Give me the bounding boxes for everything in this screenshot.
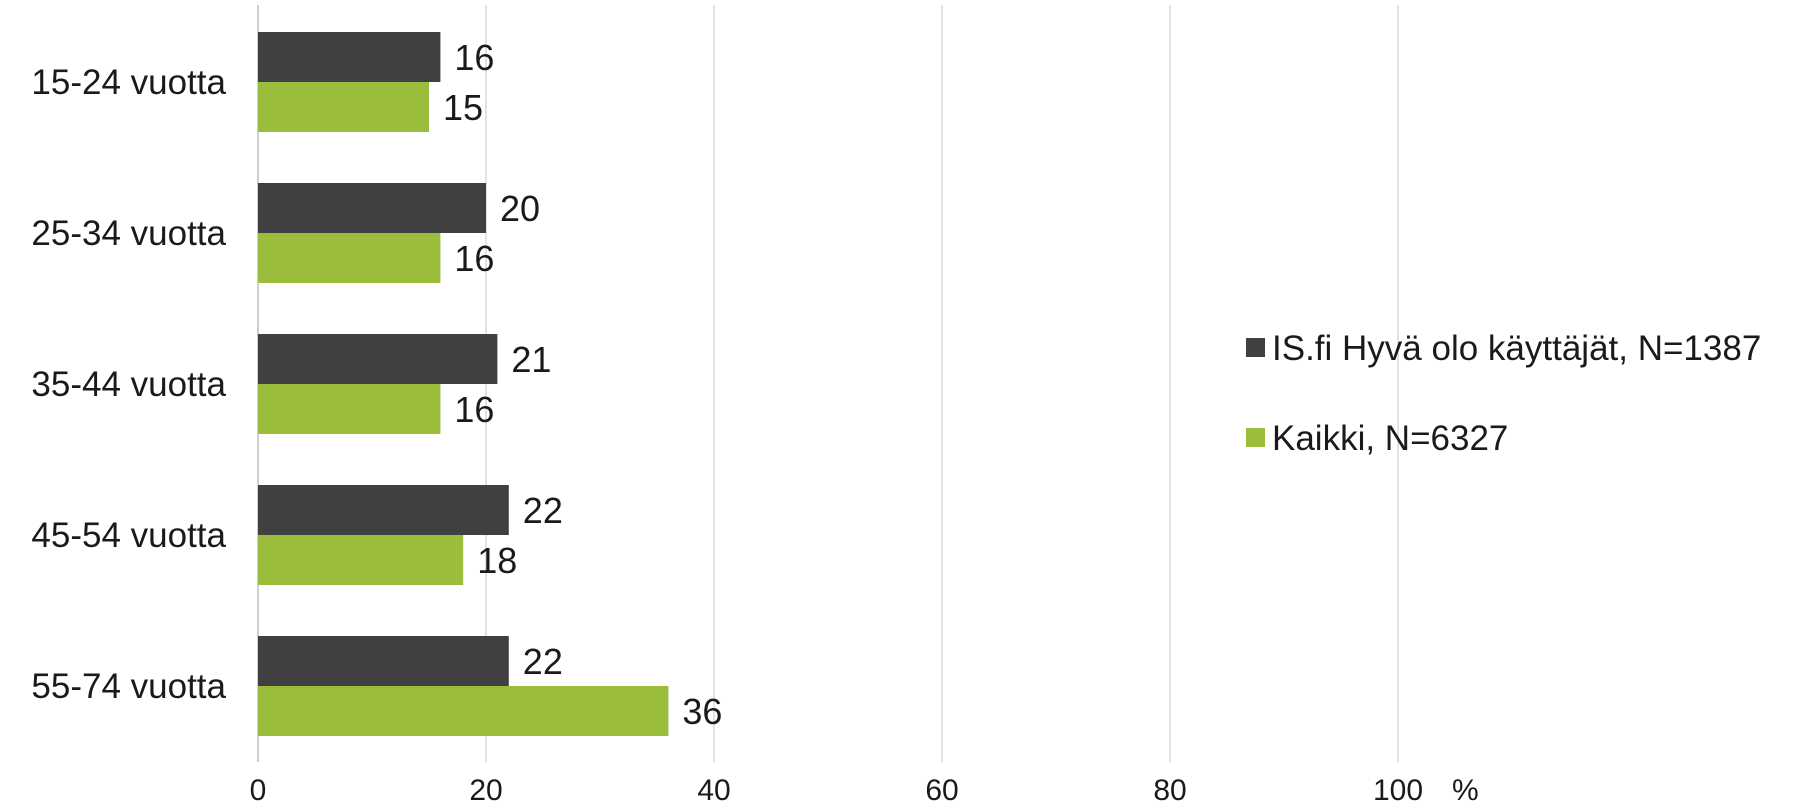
data-label-s1-2: 20 [500, 188, 540, 229]
category-label-3: 35-44 vuotta [31, 365, 226, 404]
bar-s2-3 [258, 384, 441, 434]
legend-swatch-1 [1246, 338, 1265, 357]
data-label-s1-4: 22 [523, 490, 563, 531]
legend-swatch-2 [1246, 428, 1265, 447]
category-label-5: 55-74 vuotta [31, 667, 226, 706]
data-label-s1-1: 16 [454, 37, 494, 78]
bar-s2-2 [258, 233, 441, 283]
data-label-s1-3: 21 [511, 339, 551, 380]
legend-label-2: Kaikki, N=6327 [1272, 419, 1508, 458]
x-tick-label-40: 40 [697, 774, 730, 807]
data-label-s2-4: 18 [477, 540, 517, 581]
bar-s1-4 [258, 485, 509, 535]
data-label-s2-3: 16 [454, 389, 494, 430]
bar-s2-5 [258, 686, 669, 736]
bar-s1-1 [258, 32, 441, 82]
bar-s1-3 [258, 334, 498, 384]
data-label-s2-1: 15 [443, 87, 483, 128]
bar-s2-4 [258, 535, 464, 585]
category-label-2: 25-34 vuotta [31, 214, 226, 253]
x-axis-unit: % [1452, 774, 1479, 807]
data-label-s1-5: 22 [523, 641, 563, 682]
x-tick-label-60: 60 [925, 774, 958, 807]
category-label-4: 45-54 vuotta [31, 516, 226, 555]
legend: IS.fi Hyvä olo käyttäjät, N=1387 Kaikki, … [1246, 329, 1761, 458]
bar-s2-1 [258, 82, 429, 132]
bar-s1-2 [258, 183, 486, 233]
x-axis-ticks: 0 20 40 60 80 100 [250, 774, 1423, 807]
x-tick-label-100: 100 [1373, 774, 1423, 807]
category-label-1: 15-24 vuotta [31, 63, 226, 102]
data-label-s2-5: 36 [682, 691, 722, 732]
bar-s1-5 [258, 636, 509, 686]
x-tick-label-20: 20 [469, 774, 502, 807]
category-labels: 15-24 vuotta 25-34 vuotta 35-44 vuotta 45-5… [31, 63, 226, 706]
legend-label-1: IS.fi Hyvä olo käyttäjät, N=1387 [1272, 329, 1761, 368]
x-tick-label-0: 0 [250, 774, 267, 807]
gridlines [257, 5, 1399, 762]
data-label-s2-2: 16 [454, 238, 494, 279]
x-tick-label-80: 80 [1153, 774, 1186, 807]
